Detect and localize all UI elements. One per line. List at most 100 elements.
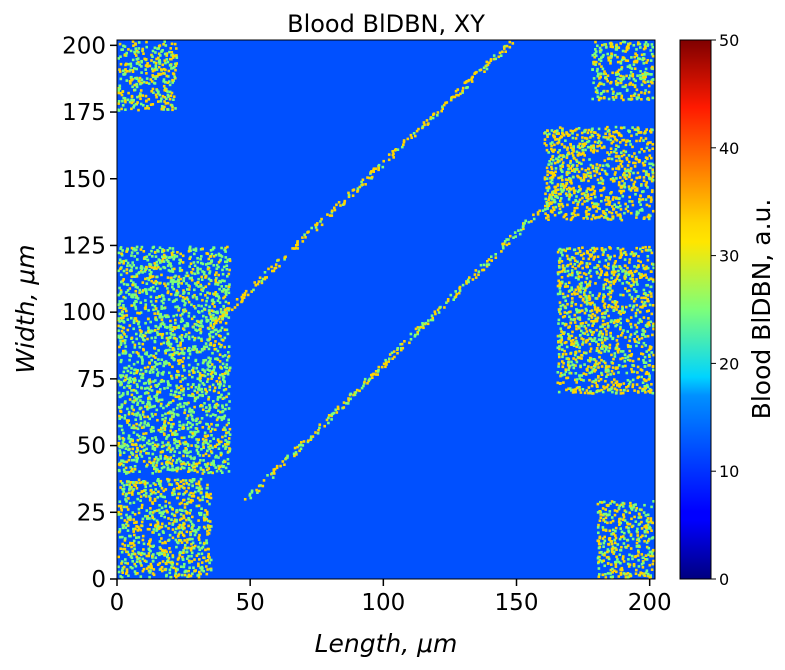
heatmap-cell [135, 391, 139, 395]
heatmap-cell [165, 58, 169, 61]
heatmap-cell [154, 66, 158, 69]
heatmap-cell [547, 151, 550, 154]
heatmap-cell [126, 529, 130, 532]
heatmap-cell [598, 333, 601, 336]
heatmap-cell [622, 293, 625, 297]
heatmap-cell [151, 405, 155, 408]
heatmap-cell [647, 195, 650, 198]
heatmap-cell [644, 137, 648, 140]
heatmap-cell [605, 278, 609, 282]
heatmap-cell [573, 292, 577, 296]
heatmap-cell [154, 93, 158, 97]
heatmap-cell [221, 375, 225, 378]
heatmap-cell [603, 387, 606, 390]
heatmap-cell [150, 90, 153, 93]
heatmap-cell [581, 202, 584, 206]
heatmap-cell [577, 200, 580, 204]
heatmap-cell [188, 566, 191, 569]
heatmap-cell [630, 178, 633, 182]
heatmap-cell [188, 538, 191, 541]
heatmap-cell [562, 155, 566, 158]
heatmap-cell [154, 488, 157, 491]
heatmap-cell [171, 78, 174, 82]
heatmap-cell [161, 441, 164, 444]
heatmap-cell [212, 400, 215, 403]
heatmap-cell [639, 319, 642, 323]
heatmap-cell [158, 546, 162, 549]
heatmap-cell [601, 319, 605, 323]
heatmap-cell [619, 162, 623, 166]
heatmap-cell [619, 312, 622, 316]
heatmap-cell [580, 179, 583, 182]
heatmap-cell [202, 445, 205, 449]
heatmap-cell [635, 246, 638, 250]
heatmap-cell [651, 46, 654, 49]
heatmap-cell [621, 365, 625, 368]
heatmap-cell [639, 260, 642, 264]
heatmap-cell [606, 562, 610, 565]
heatmap-cell [567, 151, 570, 154]
heatmap-cell [649, 214, 652, 218]
heatmap-cell [626, 164, 630, 167]
heatmap-cell [569, 262, 573, 266]
heatmap-cell [587, 212, 591, 216]
heatmap-cell [628, 304, 632, 307]
heatmap-cell [182, 551, 185, 554]
heatmap-cell [190, 464, 194, 467]
heatmap-cell [133, 67, 136, 70]
heatmap-cell [225, 267, 229, 271]
heatmap-cell [582, 252, 586, 255]
heatmap-cell [159, 547, 162, 551]
heatmap-cell [603, 295, 606, 298]
heatmap-cell [120, 459, 123, 462]
heatmap-cell [217, 382, 220, 386]
heatmap-cell [600, 371, 603, 375]
heatmap-cell [187, 497, 190, 501]
heatmap-cell [614, 278, 617, 282]
heatmap-cell [569, 142, 572, 146]
heatmap-cell [165, 52, 169, 55]
heatmap-cell [133, 552, 137, 556]
heatmap-cell [647, 72, 650, 76]
heatmap-cell [566, 363, 570, 367]
heatmap-cell [568, 258, 572, 261]
heatmap-cell [627, 558, 630, 561]
heatmap-cell [173, 514, 177, 517]
heatmap-cell [582, 291, 586, 294]
heatmap-cell [125, 483, 129, 486]
heatmap-cell [187, 401, 190, 405]
heatmap-cell [560, 143, 564, 146]
heatmap-cell [603, 278, 607, 281]
heatmap-cell [208, 343, 212, 347]
heatmap-cell [210, 422, 213, 426]
heatmap-cell [569, 310, 572, 314]
heatmap-cell [608, 257, 612, 261]
heatmap-cell [173, 441, 176, 445]
heatmap-cell [139, 399, 142, 402]
heatmap-cell [574, 199, 578, 203]
heatmap-cell [607, 267, 610, 270]
heatmap-cell [160, 293, 164, 297]
heatmap-cell [165, 460, 168, 464]
heatmap-cell [563, 311, 567, 314]
heatmap-cell [648, 154, 652, 157]
heatmap-cell [174, 54, 178, 58]
heatmap-cell [153, 266, 156, 269]
heatmap-cell [198, 383, 201, 387]
heatmap-cell [601, 164, 605, 167]
heatmap-cell [572, 388, 575, 392]
heatmap-cell [138, 527, 141, 531]
heatmap-cell [134, 76, 137, 80]
heatmap-cell [602, 311, 606, 315]
heatmap-cell [209, 492, 212, 496]
heatmap-cell [596, 145, 599, 148]
heatmap-cell [163, 361, 166, 364]
heatmap-cell [621, 270, 624, 273]
heatmap-cell [577, 170, 581, 174]
heatmap-cell [638, 209, 642, 212]
heatmap-cell [570, 212, 574, 215]
heatmap-cell [652, 163, 655, 167]
heatmap-cell [152, 308, 155, 312]
heatmap-cell [170, 54, 173, 57]
heatmap-cell [615, 323, 619, 327]
